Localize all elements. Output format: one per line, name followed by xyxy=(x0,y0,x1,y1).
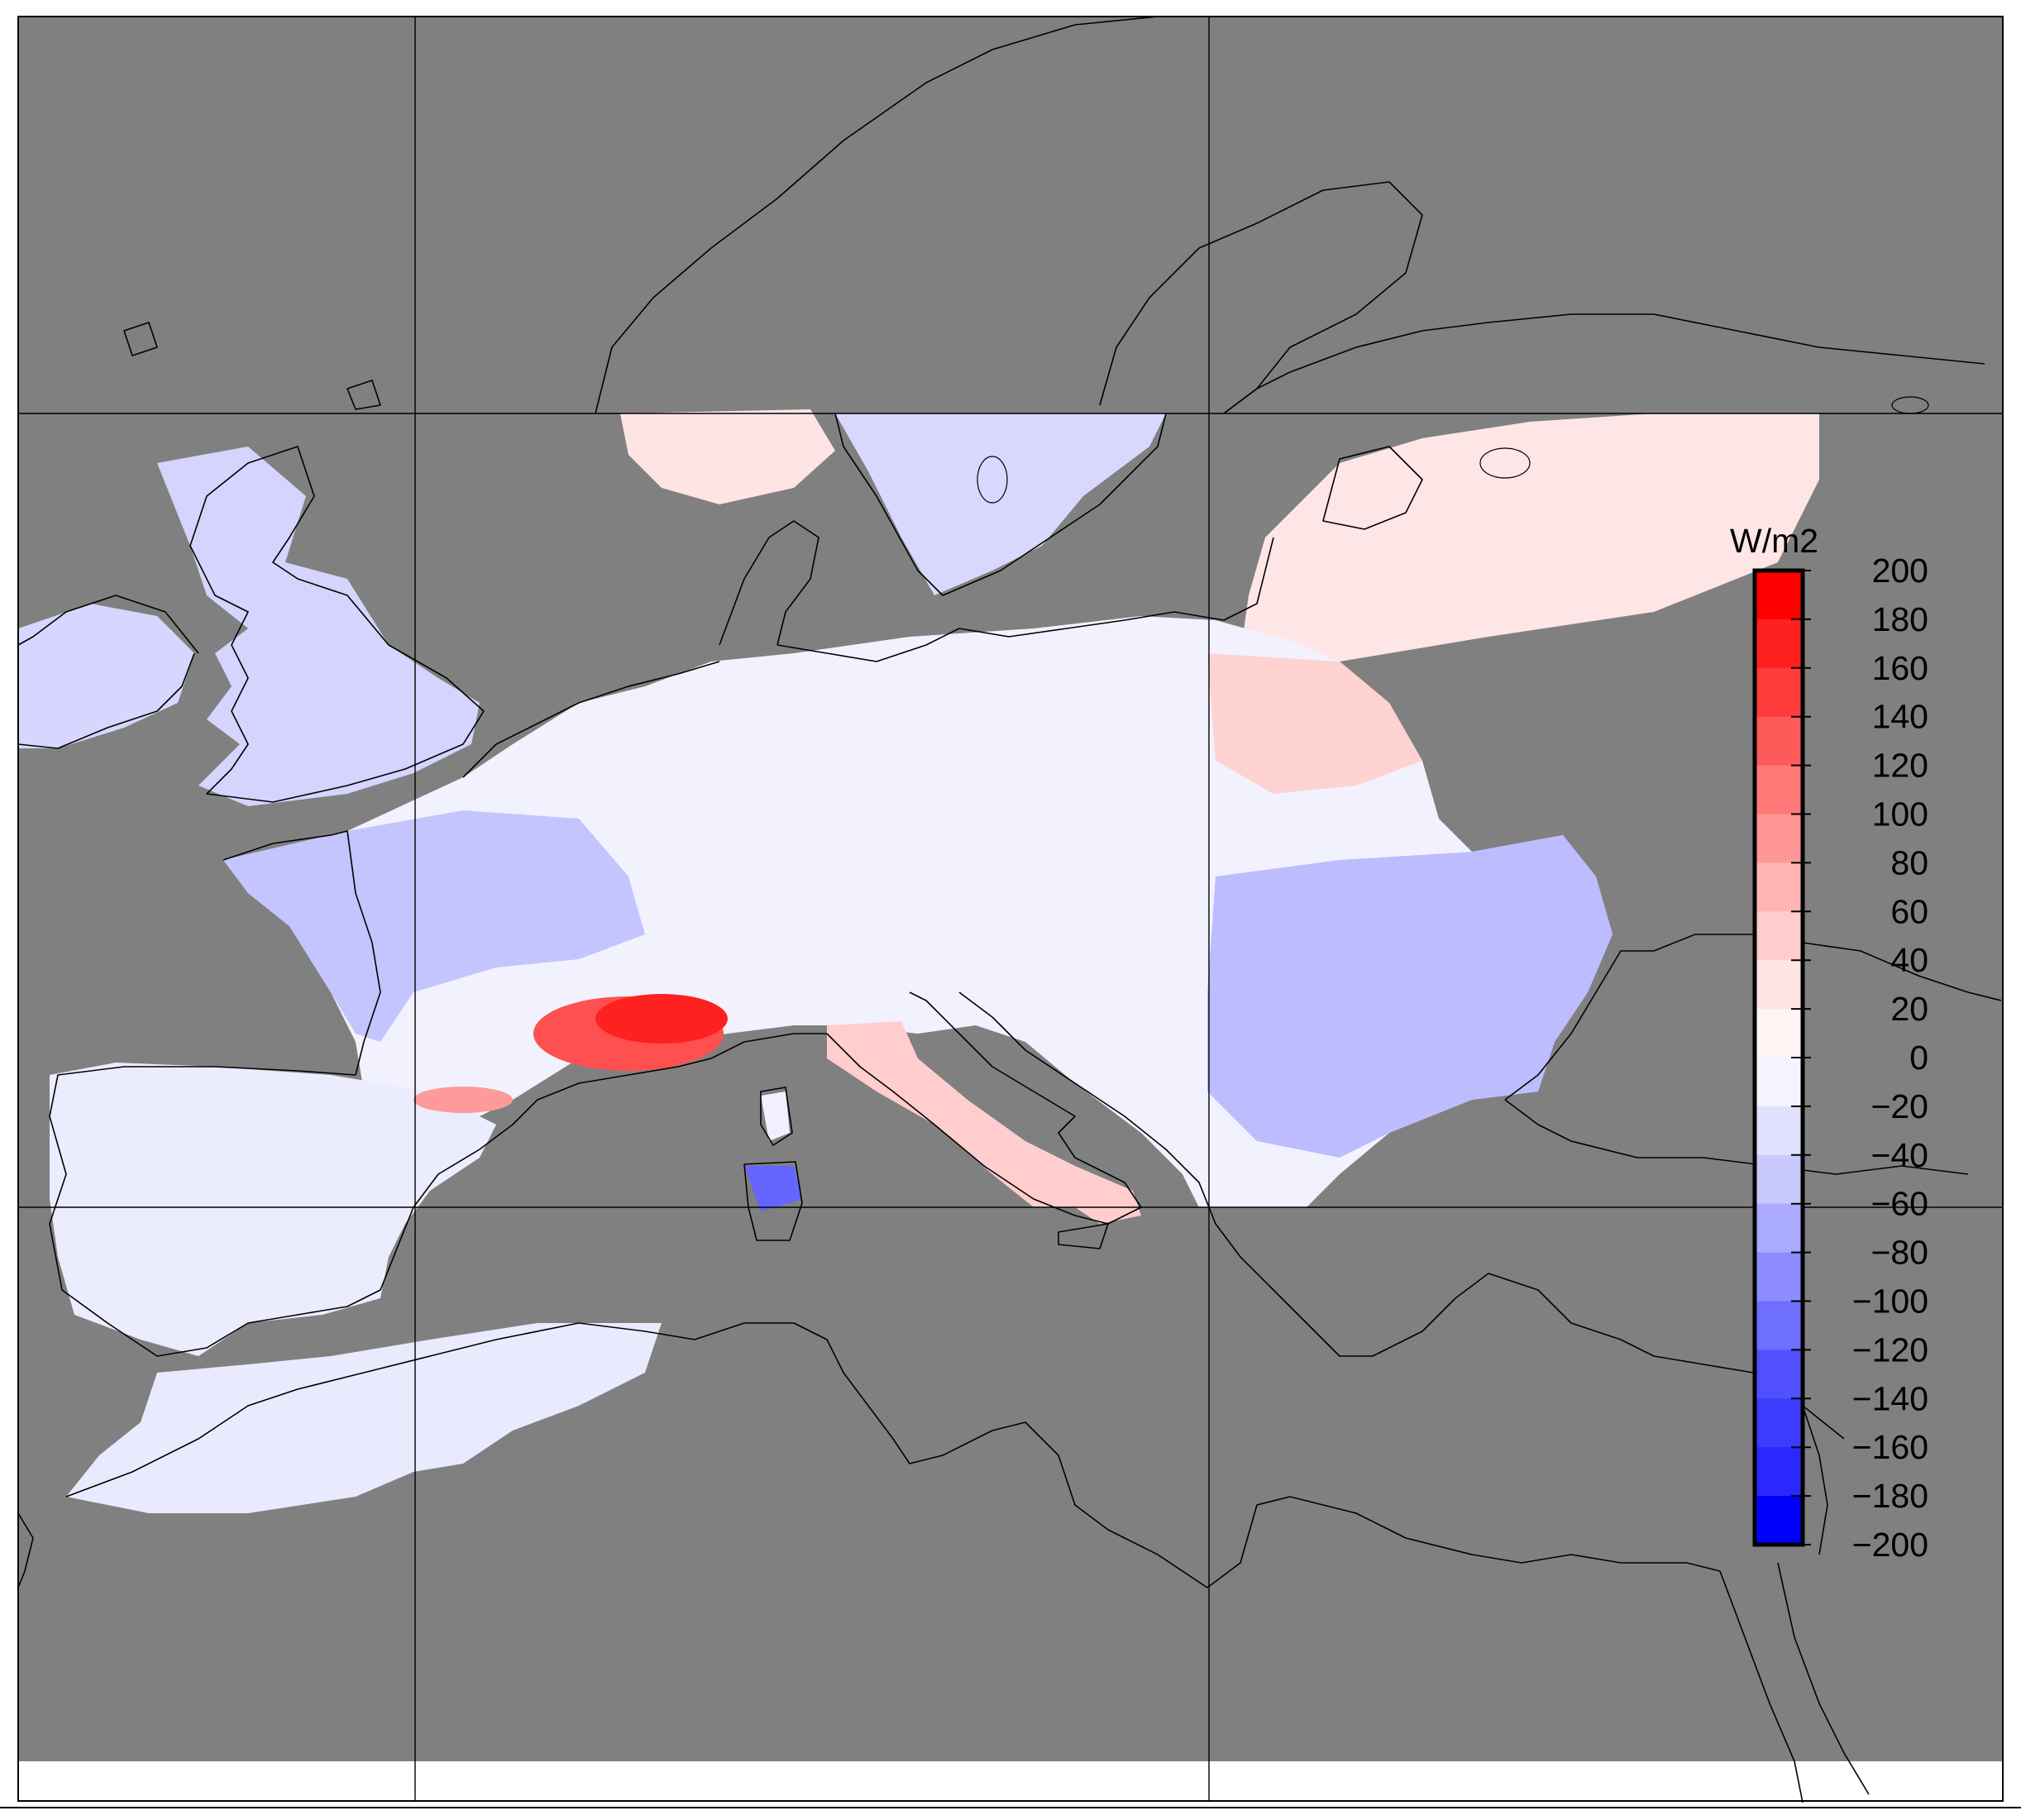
colorbar-swatch xyxy=(1755,1106,1803,1156)
ireland-coast xyxy=(17,595,199,749)
red-sea-coast-west xyxy=(1719,1570,1804,1803)
black-sea-south-coast xyxy=(1504,1099,1969,1175)
colorbar: W/m2 200180160140120100806040200−20−40−6… xyxy=(1730,522,1928,1564)
sweden-south-region xyxy=(835,413,1166,595)
ireland-region xyxy=(18,604,194,748)
italy-coast xyxy=(826,991,1142,1225)
colorbar-tick-label: −140 xyxy=(1852,1379,1928,1417)
colorbar-tick-label: 180 xyxy=(1872,600,1928,638)
hotspot-inner xyxy=(595,994,728,1044)
gulf-bothnia-coast xyxy=(1099,181,1423,414)
great-britain-coast xyxy=(189,446,485,803)
great-britain-region xyxy=(157,447,480,806)
north-africa-coast xyxy=(65,1322,1721,1588)
colorbar-tick-label: −80 xyxy=(1870,1234,1928,1272)
baltic-russia-region xyxy=(1240,413,1819,662)
colorbar-tick-label: 0 xyxy=(1909,1039,1928,1077)
levant-coast xyxy=(1802,1405,1828,1555)
colorbar-swatch xyxy=(1755,814,1803,863)
colorbar-swatch xyxy=(1755,1398,1803,1448)
colorbar-swatch xyxy=(1755,1447,1803,1497)
bottom-strip xyxy=(18,1761,2003,1801)
north-africa-region xyxy=(66,1323,662,1513)
colorbar-swatch xyxy=(1755,1496,1803,1545)
corsica-region xyxy=(761,1092,790,1141)
sweden-coast xyxy=(834,413,1167,596)
iberia-region xyxy=(50,1063,496,1356)
colorbar-tick-label: 100 xyxy=(1872,795,1928,834)
lake-vanern xyxy=(977,456,1008,504)
colorbar-swatch xyxy=(1755,716,1803,767)
data-field xyxy=(18,409,1819,1513)
colorbar-swatch xyxy=(1755,1203,1803,1254)
colorbar-tick-label: 200 xyxy=(1872,552,1928,590)
colorbar-border xyxy=(1752,568,1805,1547)
graticule xyxy=(18,17,2003,1801)
colorbar-tick-label: −200 xyxy=(1852,1526,1928,1564)
colorbar-swatch xyxy=(1755,1154,1803,1205)
italy-region xyxy=(827,1021,1141,1224)
pyrenees-hotspot xyxy=(413,1087,513,1113)
lake-ladoga xyxy=(1479,447,1531,479)
colorbar-swatches xyxy=(1755,571,1803,1545)
norway-south-region xyxy=(620,409,835,504)
france-west-region xyxy=(223,810,645,1042)
colorbar-swatch xyxy=(1755,862,1803,912)
colorbar-tick-label: 140 xyxy=(1872,698,1928,736)
colorbar-swatch xyxy=(1755,911,1803,961)
colorbar-tick-label: 80 xyxy=(1890,843,1928,881)
colorbar-swatch xyxy=(1755,571,1803,620)
gulf-riga-coast xyxy=(1322,446,1423,530)
colorbar-tick-label: −180 xyxy=(1852,1477,1928,1515)
colorbar-tick-label: −40 xyxy=(1870,1136,1928,1174)
finland-coast xyxy=(1223,313,1985,414)
colorbar-tick-label: −100 xyxy=(1852,1283,1928,1321)
colorbar-swatch xyxy=(1755,1058,1803,1107)
black-sea-north-coast xyxy=(1504,934,2002,1101)
denmark-coast xyxy=(719,520,819,646)
western-russia-region xyxy=(1207,653,1422,794)
colorbar-unit-label: W/m2 xyxy=(1730,522,1818,560)
morocco-coast xyxy=(17,1512,34,1588)
colorbar-tick-label: 60 xyxy=(1890,892,1928,930)
france-atlantic-coast xyxy=(222,830,381,1076)
norway-coast xyxy=(595,16,1159,414)
colorbar-swatch xyxy=(1755,1301,1803,1350)
north-sea-coast xyxy=(462,661,720,778)
red-sea-coast-east xyxy=(1777,1562,1870,1795)
sicily-coast xyxy=(1058,1223,1109,1249)
shetland-coast xyxy=(346,380,381,410)
colorbar-swatch xyxy=(1755,765,1803,814)
corsica-coast xyxy=(760,1087,793,1146)
colorbar-tick-label: −60 xyxy=(1870,1185,1928,1223)
colorbar-swatch xyxy=(1755,667,1803,718)
colorbar-tick-label: −20 xyxy=(1870,1087,1928,1125)
colorbar-swatch xyxy=(1755,1252,1803,1302)
colorbar-tick-label: 120 xyxy=(1872,747,1928,785)
colorbar-tick-label: 160 xyxy=(1872,649,1928,687)
colorbar-swatch xyxy=(1755,619,1803,669)
colorbar-swatch xyxy=(1755,1349,1803,1399)
iberia-france-med-coast xyxy=(49,1033,827,1357)
colorbar-tick-label: −120 xyxy=(1852,1330,1928,1369)
colorbar-tick-label: 40 xyxy=(1890,941,1928,979)
plot-frame xyxy=(17,16,2004,1802)
colorbar-tick-label: −160 xyxy=(1852,1428,1928,1466)
colorbar-swatch xyxy=(1755,1009,1803,1058)
baltic-south-coast xyxy=(776,537,1274,662)
eastern-region xyxy=(1207,835,1612,1158)
sardinia-region xyxy=(744,1166,802,1211)
faroe-coast xyxy=(123,322,158,356)
adriatic-balkan-coast xyxy=(958,991,1373,1357)
colorbar-tick-label: 20 xyxy=(1890,990,1928,1028)
colorbar-swatch xyxy=(1755,960,1803,1010)
